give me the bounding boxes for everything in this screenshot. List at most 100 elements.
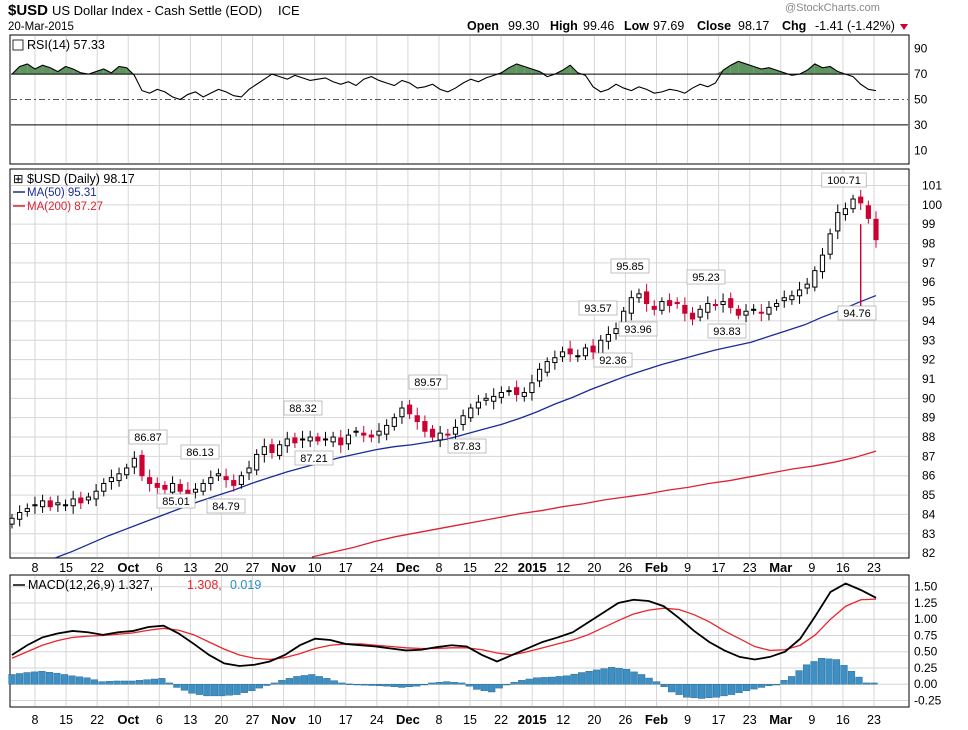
price-tick-label: 97 [922,256,936,270]
candle-body [101,482,107,492]
candle-body [468,407,474,419]
price-annotation-label: 86.87 [134,432,162,444]
date-tick-label: Feb [645,712,668,727]
rsi-overbought-fill [761,67,769,75]
macd-histogram-bar [608,667,616,685]
rsi-overbought-fill [531,69,540,75]
macd-histogram-bar [855,676,863,685]
candle-body [781,297,787,302]
candle-body [774,303,780,307]
macd-histogram-bar [173,684,181,688]
rsi-overbought-fill [753,66,762,75]
date-tick-label: 15 [463,713,477,727]
macd-histogram-bar [218,684,226,697]
date-tick-label: Nov [271,712,296,727]
date-tick-label: 23 [867,713,881,727]
macd-histogram-bar [802,664,811,685]
macd-histogram-bar [638,674,646,685]
candle-body [246,467,252,474]
macd-histogram-bar [750,684,758,690]
candle-body [139,454,145,477]
macd-histogram-bar [278,680,286,685]
candle-body [338,437,344,446]
rsi-tick-label: 90 [914,42,928,56]
candle-body [223,476,229,481]
macd-histogram-bar [510,682,518,685]
price-tick-label: 82 [922,546,936,560]
candle-body [804,283,810,289]
rsi-panel [9,34,910,165]
macd-histogram-bar [23,672,31,685]
macd-histogram-bar [210,684,218,697]
candle-body [70,498,76,507]
macd-histogram-bar [645,677,653,685]
candle-body [353,430,359,433]
macd-histogram-bar [15,673,24,685]
price-annotation-label: 86.13 [186,447,214,459]
candle-body [514,387,520,395]
rsi-overbought-fill [27,63,35,75]
candle-body [17,511,23,520]
macd-histogram-bar [420,684,428,686]
chart-date: 20-Mar-2015 [8,21,74,33]
date-tick-label: 20 [214,713,228,727]
date-tick-label: 9 [684,713,691,727]
candle-body [598,339,604,356]
macd-plot: -0.25 0.00 0.25 0.50 0.75 1.00 1.25 1.50 [8,580,942,707]
rsi-overbought-fill [119,66,127,75]
candle-body [55,502,61,506]
chart-symbol: $USD [8,2,48,19]
macd-histogram-bar [660,684,668,688]
price-tick-label: 96 [922,275,936,289]
date-tick-label: 24 [370,713,384,727]
macd-histogram-bar [285,678,293,685]
macd-histogram-bar [690,684,698,699]
macd-histogram-bar [383,684,391,687]
candle-body [162,484,168,490]
rsi-overbought-fill [34,65,43,75]
price-tick-label: 99 [922,217,936,231]
price-tick-label: 90 [922,391,936,405]
price-tick-label: 87 [922,449,936,463]
candle-body [873,218,879,241]
macd-histogram-bar [757,684,766,688]
macd-histogram-bar [413,684,421,687]
price-annotation-box [593,352,633,368]
rsi-overbought-fill [723,65,731,75]
date-tick-label: 22 [90,713,104,727]
candle-body [475,401,482,409]
candle-body [544,361,550,373]
price-annotation-box [686,269,726,285]
macd-histogram-bar [300,675,308,685]
price-tick-label: 101 [922,178,942,192]
chart-instrument-name: US Dollar Index - Cash Settle (EOD) [52,3,262,18]
candle-body [559,351,566,358]
macd-histogram-bar [840,665,848,685]
macd-histogram-bar [120,680,129,685]
date-tick-label: 13 [183,713,197,727]
macd-histogram-bar [578,672,586,685]
candle-body [720,301,726,305]
macd-hist-legend: 0.019 [230,578,261,592]
rsi-overbought-fill [822,66,831,75]
macd-histogram-bar [473,684,481,690]
macd-histogram-bar [668,684,676,693]
candle-body [368,434,374,438]
candle-body [261,446,267,455]
date-tick-label: Mar [769,712,792,727]
macd-histogram-bar [615,668,623,685]
macd-histogram-bar [225,684,233,696]
candle-body [108,477,114,483]
macd-histogram-bar [772,684,781,686]
macd-tick-label: 0.75 [914,628,938,642]
macd-histogram-bar [533,677,541,685]
price-tick-label: 86 [922,469,936,483]
macd-histogram-bar [810,661,818,685]
candle-body [32,504,38,507]
price-annotation-box [578,300,618,316]
candle-body [177,483,183,492]
macd-histogram-bar [248,684,256,691]
price-annotation-box [618,321,658,337]
price-tick-label: 84 [922,507,936,521]
candle-body [682,304,688,314]
